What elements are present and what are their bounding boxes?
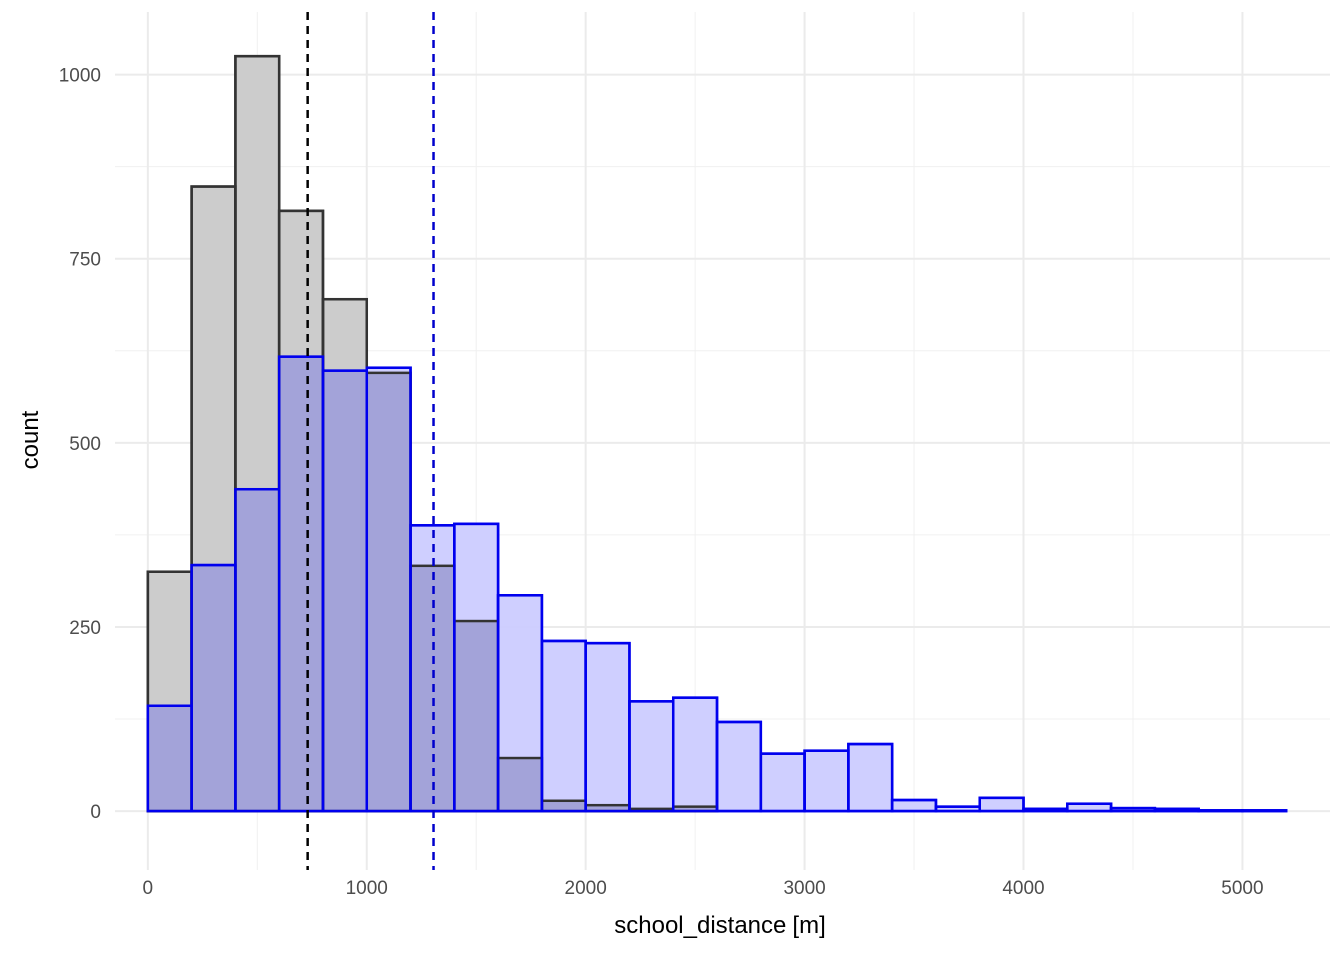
y-axis-title: count (17, 410, 44, 469)
x-tick-label: 5000 (1221, 878, 1263, 899)
histogram-bar (978, 796, 1025, 813)
y-tick-label: 500 (69, 434, 101, 455)
x-tick-label: 2000 (565, 878, 607, 899)
histogram-bar-overlap (280, 357, 322, 810)
histogram-bar-outline (1197, 809, 1244, 813)
x-axis-tick-labels: 0 1000 2000 3000 4000 5000 (143, 878, 1264, 899)
histogram-bar-outline (978, 796, 1025, 813)
histogram-bar-overlap (543, 802, 585, 810)
histogram-bar-overlap (324, 371, 366, 810)
histogram-bar-overlap (499, 759, 541, 810)
histogram-bar-overlap (149, 707, 191, 810)
histogram-bar (890, 798, 938, 813)
histogram-bar-outline (847, 742, 894, 813)
histogram-bar-outline (1153, 807, 1200, 813)
histogram-bar (671, 696, 719, 813)
histogram-bar (715, 720, 763, 813)
bar-outlines (146, 54, 1288, 813)
histogram-bar (847, 742, 894, 813)
y-tick-label: 750 (69, 250, 101, 271)
y-tick-label: 250 (69, 618, 101, 639)
histogram-bar-overlap (674, 807, 716, 810)
histogram-bar-overlap (455, 622, 497, 810)
histogram-bar-overlap (192, 566, 235, 810)
x-tick-label: 1000 (346, 878, 388, 899)
y-axis-tick-labels: 0 250 500 750 1000 (59, 66, 101, 823)
histogram-bar (584, 641, 631, 813)
x-tick-label: 3000 (783, 878, 825, 899)
histogram-bar-overlap (368, 374, 410, 810)
histogram-bar-outline (1241, 809, 1288, 813)
histogram-bar-overlap (236, 490, 278, 810)
histogram-bar (759, 752, 806, 813)
x-axis-title: school_distance [m] (614, 912, 825, 939)
histogram-bar (540, 639, 587, 813)
y-tick-label: 1000 (59, 66, 101, 87)
mean-lines (306, 12, 435, 870)
histogram-bar-outline (1022, 807, 1069, 813)
x-tick-label: 4000 (1002, 878, 1044, 899)
histogram-bar (628, 700, 675, 813)
histogram-bar (803, 749, 850, 813)
histogram-bar-overlap (586, 806, 629, 810)
y-tick-label: 0 (90, 802, 101, 823)
x-tick-label: 0 (143, 878, 154, 899)
